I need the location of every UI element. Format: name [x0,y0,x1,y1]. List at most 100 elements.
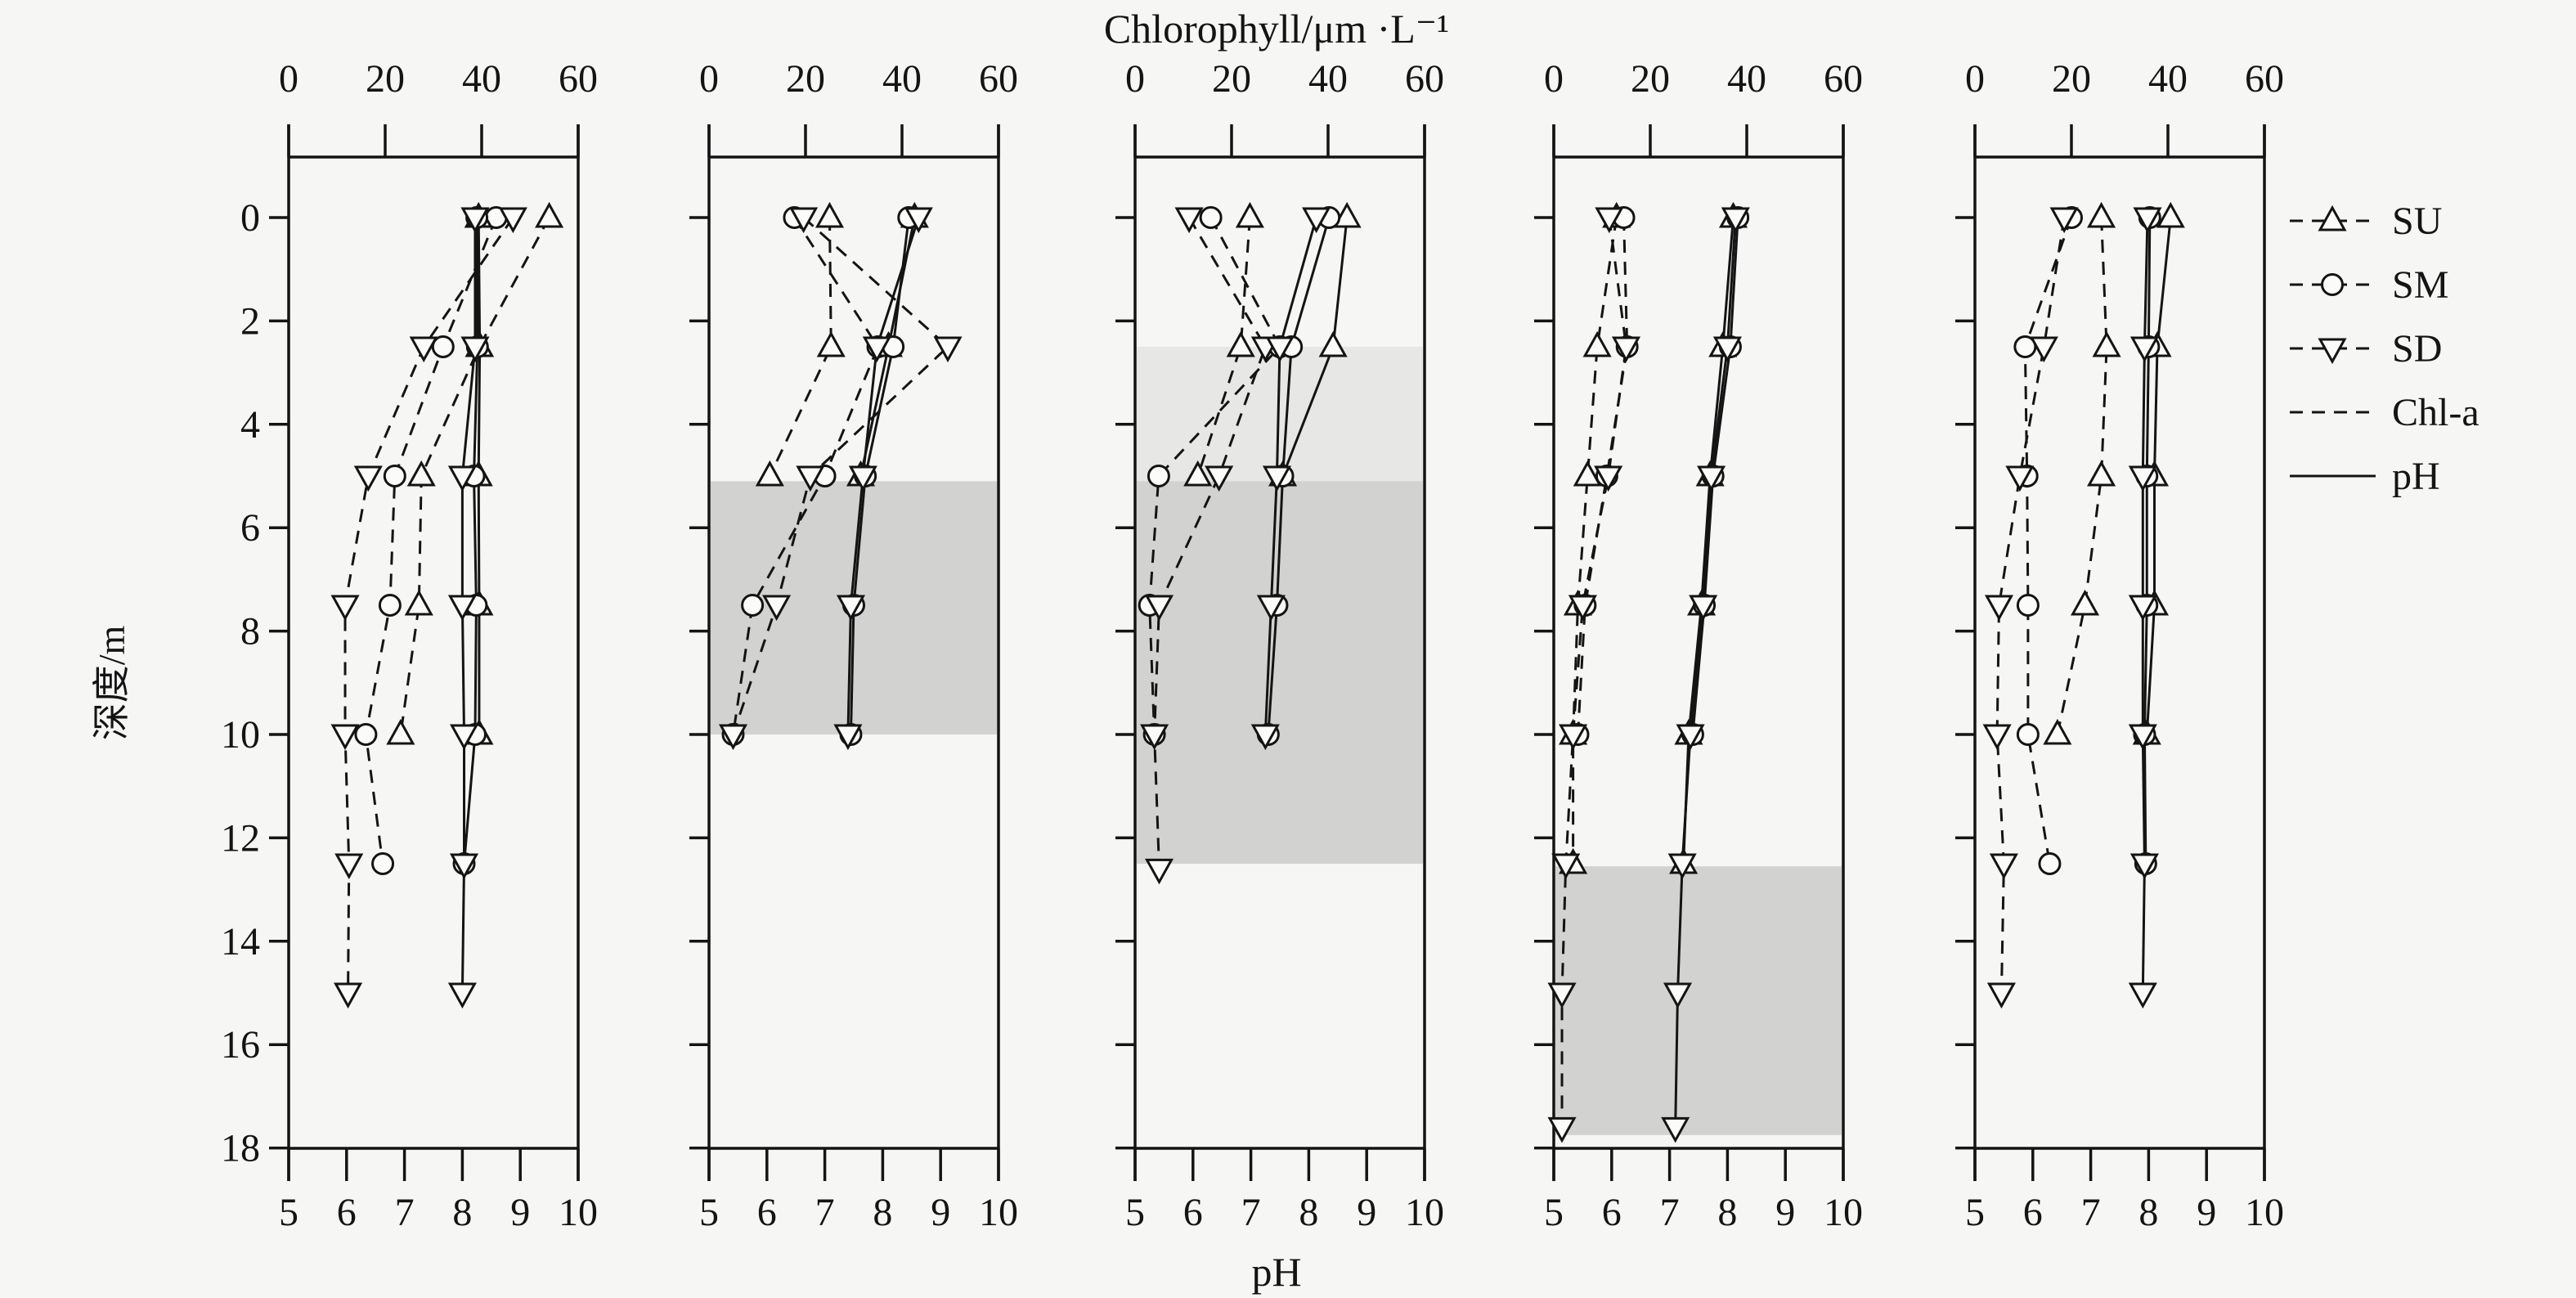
bottom-tick-label: 9 [2197,1191,2216,1234]
marker-triangle-down-icon [1144,858,1174,885]
marker-triangle-down-icon [2029,336,2058,363]
marker-triangle-up-icon [1183,460,1213,487]
marker-triangle-down-icon [1986,982,2016,1009]
chart-title: Chlorophyll/μm ·L⁻¹ [1104,6,1449,52]
depth-tick-label: 4 [240,403,260,447]
marker-triangle-down-icon [848,465,877,492]
panel-1-markers-SM-Chl-a [354,206,508,875]
marker-triangle-down-icon [1984,595,2014,622]
panel-3-tick-labels: 0 20 40 60 5 6 7 8 9 10 [1125,57,1444,1234]
bottom-tick-label: 10 [1824,1191,1863,1234]
marker-circle-icon [2016,594,2040,617]
panel-2-markers-SD-Chl-a [718,207,963,751]
marker-triangle-down-icon [2049,207,2079,234]
bottom-tick-label: 6 [1602,1191,1622,1234]
panel-4-axes [1534,124,1845,1181]
legend-item-SU: SU [2290,200,2442,243]
marker-triangle-down-icon [353,465,383,492]
marker-triangle-down-icon [334,853,364,880]
marker-triangle-down-icon [1256,595,1286,622]
marker-triangle-down-icon [2318,338,2347,365]
marker-triangle-up-icon [1573,460,1602,487]
marker-triangle-up-icon [404,589,433,616]
marker-triangle-down-icon [1594,465,1623,492]
marker-triangle-down-icon [1262,465,1292,492]
marker-triangle-up-icon [2043,718,2072,745]
marker-triangle-down-icon [833,724,863,751]
marker-triangle-down-icon [1697,465,1726,492]
legend-item-SM: SM [2290,263,2448,307]
marker-triangle-down-icon [1676,724,1705,751]
marker-triangle-up-icon [1235,201,1264,228]
bottom-tick-label: 7 [395,1191,415,1234]
marker-triangle-down-icon [330,595,360,622]
bottom-tick-label: 8 [873,1191,892,1234]
marker-triangle-up-icon [1226,330,1255,357]
marker-triangle-down-icon [1551,853,1581,880]
depth-tick-label: 2 [240,299,260,343]
top-tick-label: 20 [366,57,405,101]
panel-2-line-SU-Chl-a [768,217,832,477]
panel-5-line-SM-Chl-a [2023,217,2073,865]
panel-5-axes [1955,124,2266,1181]
panel-4-markers-SD-pH [1661,207,1750,1143]
panel-4-line-SU-Chl-a [1572,217,1618,864]
legend-item-Chl-a: Chl-a [2290,391,2480,434]
bottom-tick-label: 9 [1775,1191,1795,1234]
marker-circle-icon [383,465,406,487]
bottom-tick-label: 7 [1660,1191,1680,1234]
legend-label: Chl-a [2392,391,2480,434]
marker-triangle-up-icon [2070,589,2100,616]
marker-triangle-down-icon [334,982,363,1009]
bottom-tick-label: 9 [510,1191,530,1234]
panel-2: 0 20 40 60 5 6 7 8 9 10 [689,57,1018,1234]
bottom-tick-label: 8 [1299,1191,1318,1234]
marker-triangle-up-icon [2318,204,2347,231]
marker-triangle-up-icon [816,330,846,357]
panel-2-markers-SU-Chl-a [755,201,846,487]
bottom-tick-label: 5 [279,1191,298,1234]
panel-1-line-SM-pH [463,217,479,865]
legend-label: pH [2392,455,2440,498]
marker-triangle-down-icon [1989,853,2018,880]
depth-tick-label: 8 [240,610,260,653]
marker-triangle-up-icon [2156,201,2185,228]
top-tick-label: 40 [1727,57,1766,101]
marker-triangle-down-icon [1721,207,1750,234]
bottom-tick-label: 8 [452,1191,472,1234]
marker-triangle-down-icon [862,336,891,363]
marker-triangle-up-icon [1332,201,1362,228]
marker-triangle-down-icon [460,336,490,363]
panel-3: 0 20 40 60 5 6 7 8 9 10 [1115,57,1444,1234]
panel-1-line-SM-Chl-a [364,217,498,865]
panel-4-line-SD-pH [1674,217,1737,1128]
marker-triangle-down-icon [1712,336,1742,363]
panel-1-axes [269,124,580,1181]
legend-label: SU [2392,200,2442,243]
marker-circle-icon [371,852,395,875]
bottom-tick-label: 8 [1717,1191,1737,1234]
depth-axis-label: 深度/m [91,626,132,741]
marker-triangle-down-icon [1661,1116,1690,1143]
bottom-tick-label: 10 [559,1191,598,1234]
bottom-tick-label: 7 [1241,1191,1261,1234]
bottom-tick-label: 6 [337,1191,357,1234]
marker-triangle-down-icon [449,724,479,751]
panel-5-markers-SD-pH [2128,207,2162,1009]
marker-triangle-down-icon [1559,724,1588,751]
marker-triangle-up-icon [2087,460,2116,487]
marker-circle-icon [2321,273,2344,296]
top-tick-label: 20 [786,57,825,101]
legend-item-SD: SD [2290,327,2442,371]
top-tick-label: 20 [2052,57,2091,101]
marker-triangle-down-icon [1689,595,1718,622]
marker-circle-icon [1147,465,1170,487]
marker-triangle-down-icon [1250,724,1280,751]
marker-triangle-down-icon [1611,336,1641,363]
marker-triangle-down-icon [2128,465,2157,492]
panel-4-line-SD-Chl-a [1560,217,1628,1128]
marker-triangle-down-icon [2128,724,2157,751]
depth-tick-label: 18 [221,1127,260,1170]
bottom-tick-label: 10 [2245,1191,2284,1234]
